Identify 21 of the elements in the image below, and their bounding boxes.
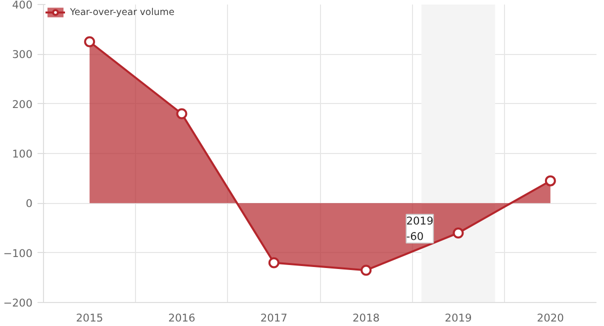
point [84, 36, 96, 48]
x-tick-label: 2015 [76, 312, 104, 324]
point [360, 264, 372, 276]
x-tick-label: 2018 [352, 312, 380, 324]
point [544, 175, 556, 186]
y-tick-label: 0 [26, 197, 33, 210]
point [176, 108, 188, 120]
x-tick-label: 2019 [444, 312, 472, 324]
y-tick-label: −200 [3, 296, 33, 310]
y-tick-label: −100 [3, 246, 33, 260]
x-tick-label: 2016 [168, 312, 196, 324]
x-tick-label: 2017 [260, 312, 288, 324]
x-tick-label: 2020 [536, 312, 564, 324]
y-tick-label: 200 [12, 98, 33, 111]
y-tick-label: 300 [12, 48, 33, 62]
annotation: 2019 -60 [406, 214, 434, 243]
y-tick-label: 100 [12, 148, 33, 160]
point [268, 257, 280, 268]
legend-label: Year-over-year volume [70, 6, 174, 18]
point [452, 227, 464, 238]
y-tick-label: 400 [12, 0, 33, 12]
